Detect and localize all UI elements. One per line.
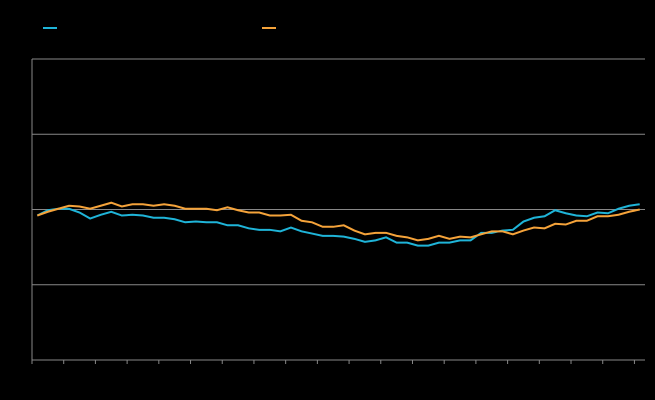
series-line (36, 203, 640, 247)
series-line (36, 201, 640, 242)
